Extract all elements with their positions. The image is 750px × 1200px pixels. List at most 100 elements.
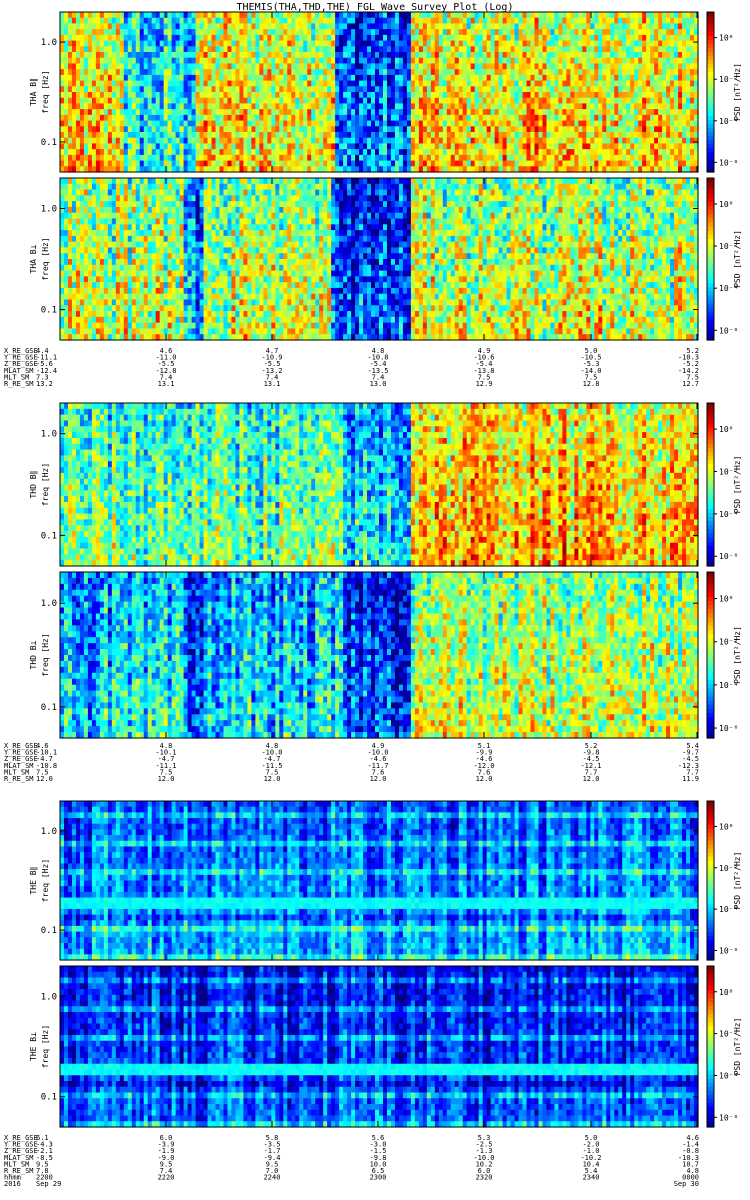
spectrogram-cell — [387, 115, 392, 121]
spectrogram-cell — [116, 155, 121, 161]
spectrogram-cell — [415, 23, 420, 29]
spectrogram-cell — [100, 242, 105, 248]
spectrogram-cell — [247, 46, 252, 52]
spectrogram-cell — [355, 58, 360, 64]
spectrogram-cell — [223, 98, 228, 104]
spectrogram-cell — [566, 18, 571, 24]
spectrogram-cell — [678, 155, 683, 161]
spectrogram-cell — [686, 109, 691, 115]
spectrogram-cell — [519, 41, 524, 47]
spectrogram-cell — [658, 92, 663, 98]
spectrogram-cell — [243, 103, 248, 109]
spectrogram-cell — [311, 103, 316, 109]
spectrogram-cell — [132, 23, 137, 29]
spectrogram-cell — [283, 115, 288, 121]
spectrogram-cell — [483, 109, 488, 115]
spectrogram-cell — [658, 58, 663, 64]
spectrogram-cell — [483, 161, 488, 167]
spectrogram-cell — [447, 81, 452, 87]
spectrogram-cell — [439, 23, 444, 29]
spectrogram-cell — [686, 115, 691, 121]
spectrogram-cell — [88, 86, 93, 92]
spectrogram-cell — [483, 86, 488, 92]
spectrogram-cell — [550, 92, 555, 98]
spectrogram-cell — [343, 115, 348, 121]
spectrogram-cell — [507, 143, 512, 149]
spectrogram-cell — [263, 103, 268, 109]
spectrogram-cell — [112, 294, 117, 300]
spectrogram-cell — [383, 18, 388, 24]
spectrogram-cell — [196, 35, 201, 41]
spectrogram-cell — [227, 92, 232, 98]
spectrogram-cell — [427, 86, 432, 92]
spectrogram-cell — [84, 92, 89, 98]
spectrogram-cell — [539, 63, 544, 69]
spectrogram-cell — [331, 132, 336, 138]
spectrogram-cell — [315, 75, 320, 81]
spectrogram-cell — [630, 69, 635, 75]
spectrogram-cell — [690, 75, 695, 81]
spectrogram-cell — [132, 41, 137, 47]
spectrogram-cell — [662, 46, 667, 52]
spectrogram-cell — [120, 103, 125, 109]
spectrogram-cell — [578, 75, 583, 81]
spectrogram-cell — [419, 86, 424, 92]
spectrogram-cell — [634, 63, 639, 69]
spectrogram-cell — [363, 58, 368, 64]
spectrogram-cell — [128, 98, 133, 104]
spectrogram-cell — [471, 23, 476, 29]
spectrogram-cell — [231, 161, 236, 167]
spectrogram-cell — [662, 75, 667, 81]
spectrogram-cell — [279, 126, 284, 132]
spectrogram-cell — [152, 18, 157, 24]
spectrogram-cell — [519, 12, 524, 18]
spectrogram-cell — [427, 52, 432, 58]
spectrogram-cell — [271, 138, 276, 144]
spectrogram-cell — [104, 213, 109, 219]
spectrogram-cell — [152, 23, 157, 29]
spectrogram-cell — [132, 138, 137, 144]
spectrogram-cell — [395, 98, 400, 104]
spectrogram-cell — [670, 41, 675, 47]
spectrogram-cell — [383, 149, 388, 155]
colorbar-cell — [707, 60, 714, 65]
spectrogram-cell — [467, 103, 472, 109]
spectrogram-cell — [666, 161, 671, 167]
spectrogram-cell — [180, 69, 185, 75]
spectrogram-cell — [220, 41, 225, 47]
spectrogram-cell — [72, 75, 77, 81]
spectrogram-cell — [435, 115, 440, 121]
spectrogram-cell — [542, 109, 547, 115]
spectrogram-cell — [100, 149, 105, 155]
spectrogram-cell — [68, 317, 73, 323]
spectrogram-cell — [291, 161, 296, 167]
spectrogram-cell — [72, 219, 77, 225]
spectrogram-cell — [80, 317, 85, 323]
spectrogram-cell — [523, 98, 528, 104]
spectrogram-cell — [64, 161, 69, 167]
spectrogram-cell — [84, 86, 89, 92]
spectrogram-cell — [515, 41, 520, 47]
spectrogram-cell — [243, 126, 248, 132]
spectrogram-cell — [419, 126, 424, 132]
spectrogram-cell — [76, 317, 81, 323]
spectrogram-cell — [64, 86, 69, 92]
spectrogram-cell — [88, 12, 93, 18]
spectrogram-cell — [443, 98, 448, 104]
spectrogram-cell — [415, 138, 420, 144]
spectrogram-cell — [92, 109, 97, 115]
spectrogram-cell — [546, 132, 551, 138]
spectrogram-cell — [610, 115, 615, 121]
spectrogram-cell — [459, 12, 464, 18]
spectrogram-cell — [479, 109, 484, 115]
colorbar-cell — [707, 72, 714, 77]
spectrogram-cell — [427, 92, 432, 98]
spectrogram-cell — [227, 155, 232, 161]
spectrogram-cell — [467, 98, 472, 104]
spectrogram-cell — [598, 143, 603, 149]
spectrogram-cell — [208, 81, 213, 87]
spectrogram-cell — [475, 63, 480, 69]
spectrogram-cell — [92, 253, 97, 259]
spectrogram-cell — [231, 23, 236, 29]
spectrogram-cell — [327, 52, 332, 58]
